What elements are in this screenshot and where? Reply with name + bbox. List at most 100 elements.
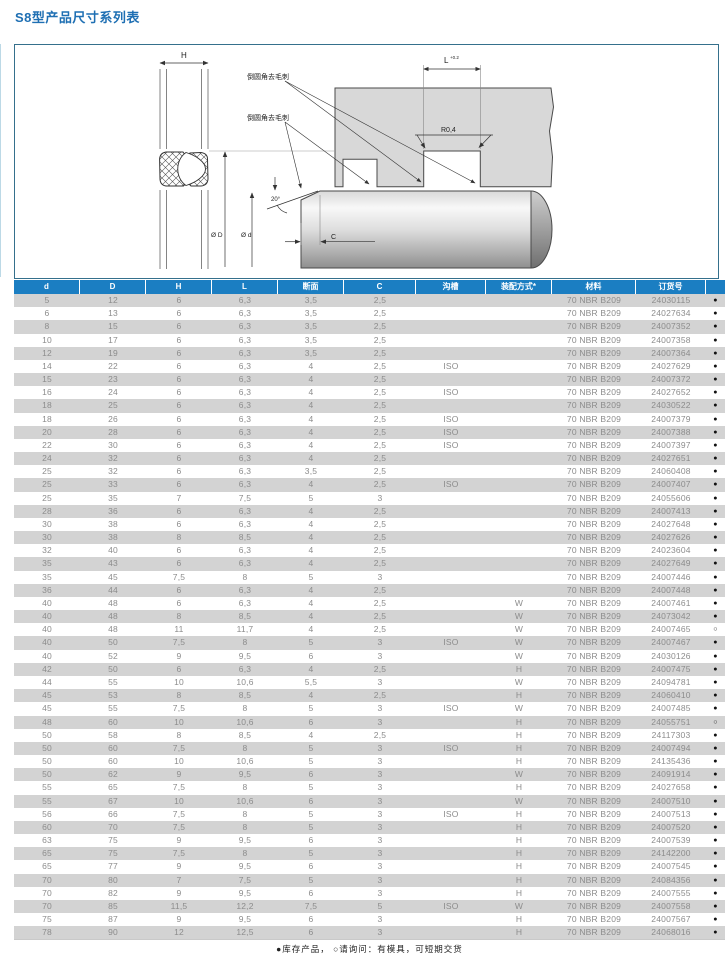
cell-order-no: 24007465 (651, 624, 691, 635)
cell-L: 6,3 (238, 466, 252, 477)
cell-section: 4 (308, 374, 314, 385)
cell-H: 6 (176, 439, 182, 450)
cell-D: 52 (108, 650, 118, 661)
cell-d: 60 (42, 821, 52, 832)
cell-L: 7,5 (238, 874, 252, 885)
cell-C: 2,5 (373, 453, 387, 464)
cell-assembly (486, 426, 552, 439)
cell-D: 23 (108, 374, 118, 385)
cell-L: 8 (242, 808, 248, 819)
cell-d: 35 (42, 571, 52, 582)
cell-H: 6 (176, 558, 182, 569)
cell-H: 6 (176, 374, 182, 385)
page-title: S8型产品尺寸系列表 (15, 10, 140, 25)
cell-H: 6 (176, 584, 182, 595)
cell-groove (416, 373, 486, 386)
cell-C: 2,5 (373, 413, 387, 424)
cell-C: 2,5 (373, 360, 387, 371)
cell-L: 6,3 (238, 387, 252, 398)
cell-H: 10 (174, 756, 184, 767)
table-row: 25 32 6 6,3 3,5 2,5 70 NBR B209 24060408 ● (14, 465, 725, 479)
cell-H: 9 (176, 861, 182, 872)
cell-d: 8 (44, 321, 50, 332)
cell-groove (416, 320, 486, 333)
cell-material: 70 NBR B209 (566, 650, 622, 661)
table-row: 42 50 6 6,3 4 2,5 H 70 NBR B209 24007475 ● (14, 662, 725, 676)
cell-material: 70 NBR B209 (566, 769, 622, 780)
cell-order-no: 24007567 (651, 914, 691, 925)
cell-material: 70 NBR B209 (566, 848, 622, 859)
cell-d: 50 (42, 756, 52, 767)
cell-assembly: H (515, 821, 523, 832)
cell-material: 70 NBR B209 (566, 611, 622, 622)
table-row: 60 70 7,5 8 5 3 H 70 NBR B209 24007520 ● (14, 820, 725, 835)
cell-d: 22 (42, 439, 52, 450)
cell-d: 44 (42, 676, 52, 687)
table-row: 70 80 7 7,5 5 3 H 70 NBR B209 24084356 ● (14, 873, 725, 887)
cell-D: 35 (108, 492, 118, 503)
stock-indicator: ● (713, 758, 718, 766)
cell-assembly: H (515, 848, 523, 859)
stock-indicator: ● (713, 876, 718, 884)
cell-groove (416, 676, 486, 689)
cell-groove: ISO (443, 703, 459, 714)
cell-groove: ISO (443, 426, 459, 437)
cell-H: 7,5 (172, 821, 186, 832)
cell-material: 70 NBR B209 (566, 874, 622, 885)
page-edge-line (0, 44, 1, 277)
cell-groove (416, 294, 486, 307)
cell-section: 4 (308, 518, 314, 529)
cell-assembly: W (514, 637, 524, 648)
cell-groove (416, 610, 486, 623)
cell-assembly: H (515, 756, 523, 767)
cell-order-no: 24030126 (651, 650, 691, 661)
cell-groove (416, 584, 486, 597)
technical-drawing: H L +0.2 R0,4 Ø D Ø d (14, 44, 719, 279)
cell-L: 6,3 (238, 360, 252, 371)
cell-D: 65 (108, 782, 118, 793)
cell-section: 4 (308, 479, 314, 490)
cell-d: 6 (44, 308, 50, 319)
cell-L: 6,3 (238, 400, 252, 411)
cell-L: 8 (242, 821, 248, 832)
cell-material: 70 NBR B209 (566, 756, 622, 767)
cell-H: 9 (176, 769, 182, 780)
cell-assembly (486, 439, 552, 452)
cell-assembly: H (515, 690, 523, 701)
stock-indicator: ● (713, 415, 718, 423)
cell-assembly (486, 386, 552, 399)
dim-C-label: C (331, 234, 336, 241)
cell-d: 25 (42, 479, 52, 490)
cell-order-no: 24027652 (651, 387, 691, 398)
cell-material: 70 NBR B209 (566, 308, 622, 319)
cell-assembly (486, 492, 552, 505)
cell-H: 6 (176, 413, 182, 424)
cell-C: 3 (377, 676, 383, 687)
cell-d: 50 (42, 742, 52, 753)
cell-H: 7 (176, 874, 182, 885)
cell-assembly (486, 373, 552, 386)
cell-C: 3 (377, 703, 383, 714)
cell-order-no: 24027649 (651, 558, 691, 569)
cell-C: 2,5 (373, 439, 387, 450)
cell-assembly (486, 347, 552, 360)
table-row: 20 28 6 6,3 4 2,5 ISO 70 NBR B209 24007388 ● (14, 425, 725, 439)
cell-material: 70 NBR B209 (566, 782, 622, 793)
stock-indicator: ● (713, 389, 718, 397)
cell-L: 8,5 (238, 729, 252, 740)
cell-H: 10 (174, 795, 184, 806)
table-row: 15 23 6 6,3 4 2,5 70 NBR B209 24007372 ● (14, 373, 725, 387)
stock-indicator: ● (713, 428, 718, 436)
stock-indicator: ● (713, 797, 718, 805)
cell-order-no: 24007372 (651, 374, 691, 385)
cell-section: 3,5 (304, 466, 318, 477)
cell-assembly (486, 557, 552, 570)
cell-C: 2,5 (373, 584, 387, 595)
cell-L: 8 (242, 782, 248, 793)
cell-H: 6 (176, 360, 182, 371)
cell-H: 6 (176, 453, 182, 464)
cell-material: 70 NBR B209 (566, 518, 622, 529)
table-row: 40 48 11 11,7 4 2,5 W 70 NBR B209 24007465 ○ (14, 623, 725, 637)
cell-groove: ISO (443, 742, 459, 753)
table-header-row: d D H L 断面 C 沟槽 装配方式* 材料 订货号 (14, 280, 725, 294)
